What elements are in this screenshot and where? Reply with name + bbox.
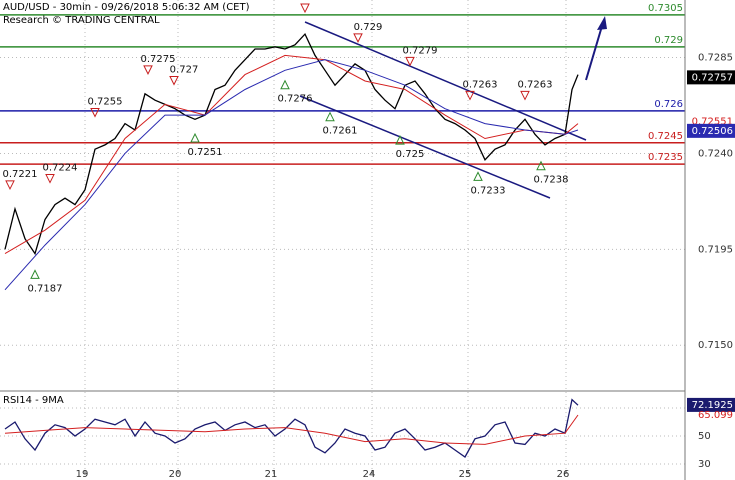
series-line: [4, 54, 579, 255]
swing-low-marker: [30, 269, 40, 279]
data-layer: [4, 32, 579, 458]
swing-label: 0.7304: [298, 0, 333, 3]
x-tick-label: 20: [169, 469, 182, 480]
swing-low-marker: [325, 111, 335, 122]
swing-label: 0.7238: [534, 175, 569, 186]
swing-high-marker: [465, 90, 475, 101]
swing-label: 0.7224: [43, 163, 78, 174]
last-value-box: [687, 70, 735, 85]
swing-label: 0.7221: [3, 169, 38, 180]
channel-upper: [304, 21, 587, 141]
forecast-arrow: [585, 25, 603, 81]
y-tick-label: 0.7195: [698, 244, 733, 255]
swing-label: 0.7263: [518, 79, 553, 90]
swing-high-marker: [405, 56, 415, 67]
series-line: [4, 398, 579, 458]
swing-low-marker: [280, 79, 290, 90]
forecast-arrowhead: [597, 16, 607, 30]
swing-low-marker: [473, 171, 483, 181]
level-label: 0.7245: [648, 131, 683, 142]
swing-label: 0.7279: [403, 45, 438, 56]
rsi-title: RSI14 - 9MA: [3, 395, 64, 406]
last-value-box: [687, 123, 735, 138]
swing-label: 0.7251: [188, 147, 223, 158]
swing-high-marker: [90, 107, 100, 118]
y-tick-label: 0.7240: [698, 148, 733, 159]
last-value-label: 0.72757: [692, 72, 733, 83]
swing-low-marker: [395, 135, 405, 145]
series-line: [4, 32, 579, 256]
level-label: 0.729: [654, 35, 683, 46]
swing-low-marker: [190, 132, 200, 143]
swing-label: 0.7276: [278, 94, 313, 105]
swing-label: 0.7255: [88, 96, 123, 107]
y-tick-label: 50: [698, 431, 711, 442]
swing-high-marker: [143, 65, 153, 75]
swing-high-marker: [300, 3, 310, 14]
x-tick-label: 19: [76, 469, 89, 480]
channel-lower: [299, 95, 551, 199]
x-tick-label: 25: [459, 469, 472, 480]
last-value-label: 0.72551: [692, 116, 733, 127]
last-value-label: 72.1925: [692, 400, 733, 411]
last-value-box: [687, 397, 735, 412]
swing-high-marker: [520, 90, 530, 101]
swing-high-marker: [169, 76, 179, 86]
chart-title: AUD/USD - 30min - 09/26/2018 5:06:32 AM …: [3, 2, 250, 13]
y-tick-label: 0.7150: [698, 340, 733, 351]
swing-high-marker: [45, 174, 55, 184]
x-tick-label: 24: [363, 469, 376, 480]
swing-label: 0.729: [354, 22, 383, 33]
swing-low-marker: [536, 160, 546, 171]
swing-label: 0.7261: [323, 126, 358, 137]
swing-high-marker: [353, 33, 363, 44]
level-label: 0.7305: [648, 3, 683, 14]
series-line: [4, 414, 579, 445]
chart-subtitle: Research © TRADING CENTRAL: [3, 15, 160, 26]
series-line: [4, 59, 579, 291]
swing-label: 0.727: [170, 65, 199, 76]
level-layer: [0, 14, 685, 165]
x-tick-label: 21: [265, 469, 278, 480]
swing-label: 0.725: [396, 149, 425, 160]
swing-label: 0.7233: [471, 185, 506, 196]
last-value-label: 0.72506: [692, 126, 733, 137]
last-value-label: 65.099: [698, 410, 733, 421]
swing-label: 0.7187: [28, 283, 63, 294]
swing-high-marker: [5, 180, 15, 191]
y-tick-label: 0.7285: [698, 53, 733, 64]
swing-label: 0.7263: [463, 79, 498, 90]
level-label: 0.7235: [648, 152, 683, 163]
y-tick-label: 30: [698, 459, 711, 470]
x-tick-label: 26: [557, 469, 570, 480]
swing-label: 0.7275: [141, 54, 176, 65]
level-label: 0.726: [654, 99, 683, 110]
